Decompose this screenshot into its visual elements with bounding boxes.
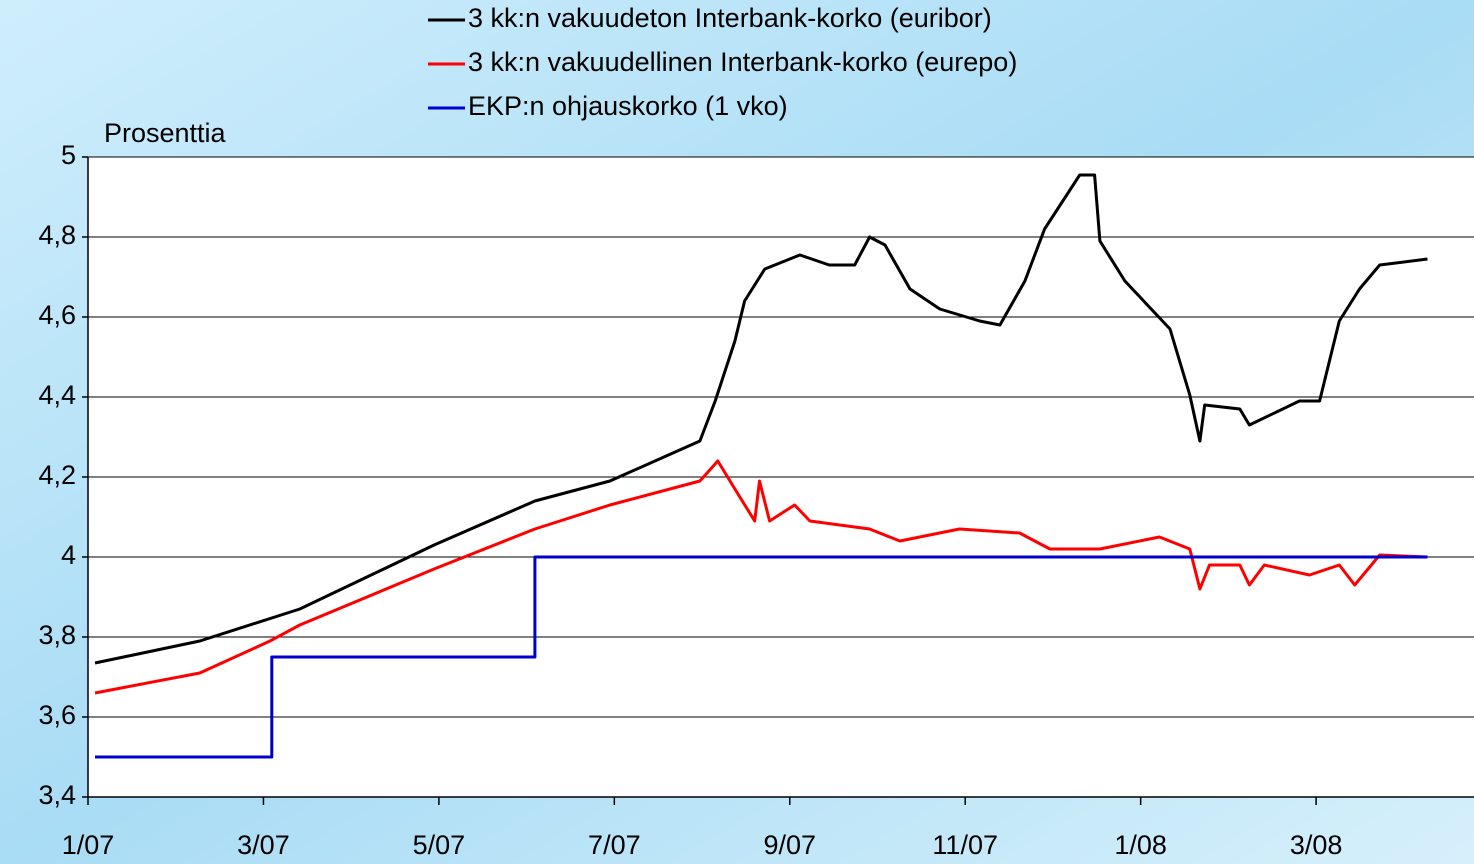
- y-tick-label: 3,6: [38, 700, 76, 730]
- y-axis-label: Prosenttia: [104, 118, 227, 148]
- x-tick-label: 5/07: [413, 830, 466, 860]
- series-line: [94, 173, 1428, 665]
- y-tick-label: 4,6: [38, 300, 76, 330]
- x-tick-label: 9/07: [763, 830, 816, 860]
- x-tick-label: 1/08: [1114, 830, 1167, 860]
- x-tick-label: 3/08: [1290, 830, 1343, 860]
- x-tick-label: 1/07: [62, 830, 115, 860]
- series-line: [95, 555, 1428, 759]
- y-tick-label: 4,4: [38, 380, 76, 410]
- y-tick-label: 3,4: [38, 780, 76, 810]
- x-tick-label: 7/07: [588, 830, 641, 860]
- legend-label: 3 kk:n vakuudeton Interbank-korko (eurib…: [468, 3, 992, 33]
- y-tick-label: 4,8: [38, 220, 76, 250]
- x-tick-label: 3/07: [237, 830, 290, 860]
- x-tick-label: 11/07: [932, 830, 998, 860]
- legend-label: 3 kk:n vakuudellinen Interbank-korko (eu…: [468, 47, 1017, 77]
- y-tick-label: 4: [61, 540, 76, 570]
- legend-label: EKP:n ohjauskorko (1 vko): [468, 91, 788, 121]
- y-tick-label: 4,2: [38, 460, 76, 490]
- y-tick-label: 3,8: [38, 620, 76, 650]
- y-tick-label: 5: [61, 140, 76, 170]
- series-line: [94, 459, 1428, 695]
